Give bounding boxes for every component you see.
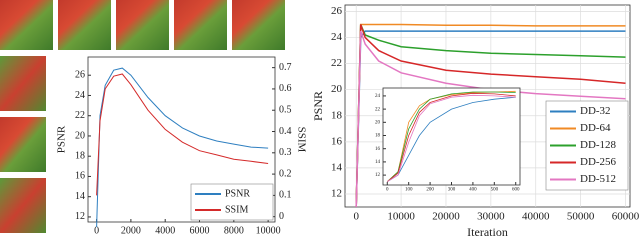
series-line — [355, 30, 626, 208]
y-tick-label: 26 — [331, 5, 343, 17]
y-tick-label: 26 — [75, 70, 85, 81]
x-tick-label: 300 — [448, 188, 456, 193]
series-line — [387, 91, 516, 182]
chart: 12 14 16 18 20 22 24 26 0 2000 4000 6000 8000 10000 0 0… — [56, 56, 307, 242]
y2-tick-label: 0.2 — [279, 168, 292, 179]
x-tick-label: 600 — [512, 188, 520, 193]
y2-tick-label: 0 — [279, 211, 284, 222]
x-tick-label: 500 — [491, 188, 499, 193]
y-tick-label: 14 — [331, 161, 343, 173]
x-tick-label: 0 — [353, 210, 359, 222]
y-tick-label: 24 — [375, 94, 381, 99]
x-tick-label: 20000 — [432, 210, 460, 222]
series-line — [387, 94, 516, 183]
chart: 12 14 16 18 20 22 24 0 100 200 300 400 500 600 — [375, 87, 521, 193]
series-line — [96, 73, 269, 196]
y-tick-label: 16 — [375, 147, 381, 152]
y2-tick-label: 0.3 — [279, 147, 292, 158]
x-tick-label: 40000 — [522, 210, 550, 222]
x-tick-label: 4000 — [155, 225, 175, 236]
y2-tick-label: 0.7 — [279, 62, 292, 73]
y-tick-label: 22 — [331, 57, 342, 69]
y-tick-label: 22 — [375, 107, 381, 112]
series-line — [387, 96, 516, 183]
x-tick-label: 10000 — [387, 210, 415, 222]
y-tick-label: 12 — [331, 187, 342, 199]
y-tick-label: 20 — [75, 130, 85, 141]
legend-label: DD-512 — [580, 173, 616, 185]
x-tick-label: 10000 — [256, 225, 281, 236]
series-line — [355, 24, 626, 208]
image — [0, 0, 53, 50]
x-tick-label: 200 — [426, 188, 434, 193]
y2-tick-label: 0.1 — [279, 190, 292, 201]
x-tick-label: 60000 — [612, 210, 640, 222]
y-tick-label: 14 — [375, 160, 381, 165]
y-axis-title: PSNR — [311, 91, 325, 121]
series-line — [96, 67, 269, 228]
y2-tick-label: 0.4 — [279, 126, 292, 137]
legend-label: DD-128 — [580, 139, 617, 151]
y-axis-title: PSNR — [56, 125, 68, 153]
series-line — [355, 23, 626, 208]
series-line — [355, 30, 626, 208]
y-tick-label: 16 — [331, 135, 343, 147]
image — [0, 117, 46, 172]
y2-tick-label: 0.5 — [279, 105, 292, 116]
y-tick-label: 18 — [375, 134, 381, 139]
y-tick-label: 14 — [75, 191, 85, 202]
image — [232, 0, 285, 50]
y-tick-label: 18 — [331, 109, 343, 121]
y-tick-label: 18 — [75, 150, 85, 161]
legend-label: DD-32 — [580, 105, 611, 117]
y-tick-label: 12 — [75, 211, 85, 222]
y-tick-label: 24 — [331, 31, 343, 43]
legend-box — [190, 183, 274, 221]
x-tick-label: 8000 — [224, 225, 244, 236]
image — [58, 0, 111, 50]
y-tick-label: 20 — [375, 120, 381, 125]
y-tick-label: 20 — [331, 83, 343, 95]
y2-tick-label: 0.6 — [279, 83, 292, 94]
x-tick-label: 50000 — [567, 210, 595, 222]
x-tick-label: 6000 — [190, 225, 210, 236]
x-tick-label: 400 — [469, 188, 477, 193]
image — [116, 0, 169, 50]
x-axis-title: Iteration — [467, 225, 508, 239]
legend-label: DD-256 — [580, 156, 617, 168]
x-tick-label: 0 — [386, 188, 389, 193]
x-tick-label: 2000 — [121, 225, 141, 236]
series-line — [387, 92, 516, 183]
legend-label: PSNR — [225, 188, 250, 199]
legend-label: SSIM — [225, 204, 248, 215]
y-tick-label: 16 — [75, 171, 85, 182]
y-tick-label: 12 — [375, 173, 381, 178]
x-tick-label: 0 — [94, 225, 99, 236]
legend-label: DD-64 — [580, 122, 611, 134]
x-tick-label: 100 — [405, 188, 413, 193]
y-tick-label: 22 — [75, 110, 85, 121]
image — [0, 56, 46, 111]
y2-axis-title: SSIM — [295, 127, 307, 153]
y-tick-label: 24 — [75, 90, 85, 101]
image — [0, 178, 46, 233]
image-strip — [0, 0, 285, 233]
image — [174, 0, 227, 50]
plot-area — [382, 87, 521, 186]
x-tick-label: 30000 — [477, 210, 505, 222]
